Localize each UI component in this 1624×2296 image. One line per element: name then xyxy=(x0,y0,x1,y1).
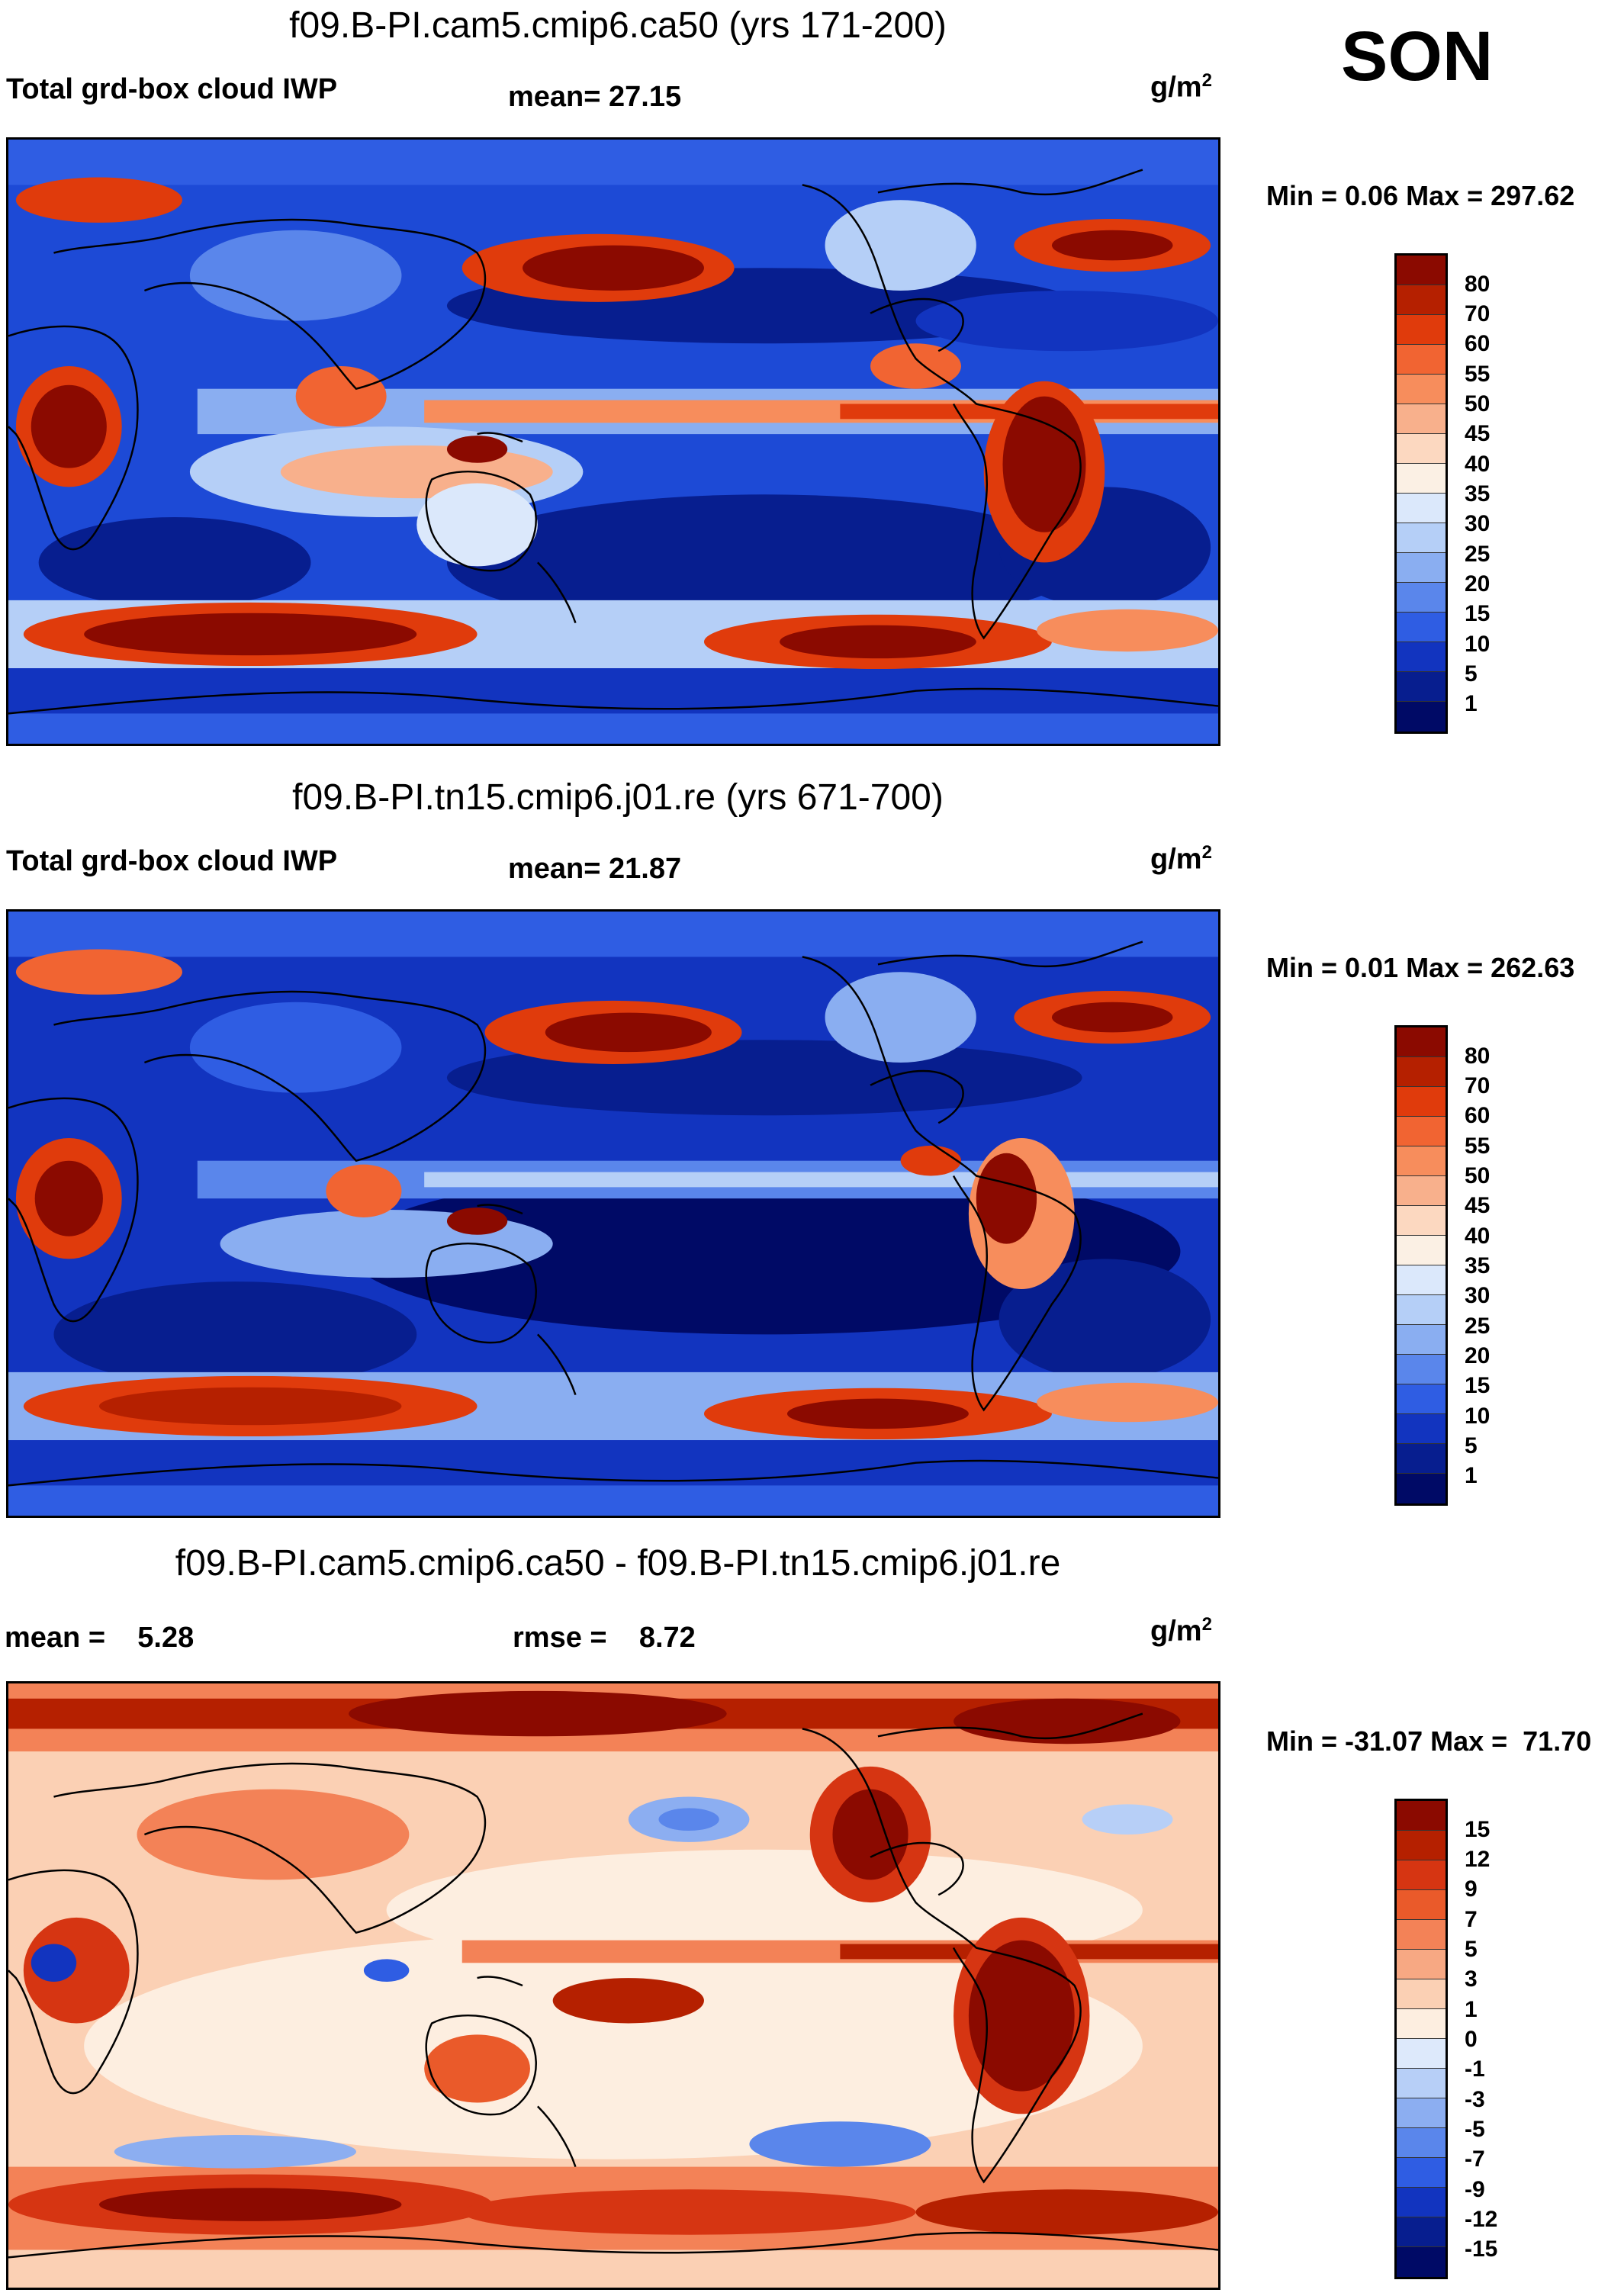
colorbar-tick: 25 xyxy=(1465,542,1491,567)
colorbar-tick: 20 xyxy=(1465,1343,1491,1368)
panel3-title: f09.B-PI.cam5.cmip6.ca50 - f09.B-PI.tn15… xyxy=(175,1543,1061,1584)
colorbar-tick: 80 xyxy=(1465,272,1491,297)
panel2-title: f09.B-PI.tn15.cmip6.j01.re (yrs 671-700) xyxy=(292,777,944,818)
panel1-minmax: Min = 0.06 Max = 297.62 xyxy=(1266,180,1575,211)
panel3-rmse-label: rmse = 8.72 xyxy=(513,1622,696,1654)
panel1-colorbar xyxy=(1394,253,1448,734)
colorbar-tick: 50 xyxy=(1465,1163,1491,1188)
panel1-units: g/m2 xyxy=(1150,70,1212,104)
panel3-mean-label: mean = 5.28 xyxy=(5,1622,195,1654)
colorbar-tick: 40 xyxy=(1465,452,1491,477)
colorbar-tick: 35 xyxy=(1465,481,1491,506)
colorbar-tick: 12 xyxy=(1465,1847,1491,1872)
colorbar-tick: 0 xyxy=(1465,2027,1478,2052)
colorbar-tick: -9 xyxy=(1465,2177,1485,2202)
colorbar-tick: 60 xyxy=(1465,331,1491,356)
colorbar-tick: 1 xyxy=(1465,1463,1478,1488)
colorbar-tick: 5 xyxy=(1465,1433,1478,1458)
panel3-map xyxy=(6,1681,1220,2290)
colorbar-tick: -7 xyxy=(1465,2146,1485,2172)
colorbar-tick: 30 xyxy=(1465,1283,1491,1308)
colorbar-tick: 35 xyxy=(1465,1253,1491,1278)
panel1-map xyxy=(6,137,1220,746)
colorbar-tick: 20 xyxy=(1465,571,1491,597)
panel2-variable-label: Total grd-box cloud IWP xyxy=(6,845,338,877)
colorbar-tick: 25 xyxy=(1465,1314,1491,1339)
colorbar-tick: 9 xyxy=(1465,1876,1478,1902)
panel2-mean-label: mean= 21.87 xyxy=(508,853,682,885)
panel3-colorbar xyxy=(1394,1799,1448,2279)
season-label: SON xyxy=(1341,18,1494,95)
panel2-units: g/m2 xyxy=(1150,842,1212,876)
colorbar-tick: 15 xyxy=(1465,1373,1491,1398)
colorbar-tick: 10 xyxy=(1465,1404,1491,1429)
colorbar-tick: 1 xyxy=(1465,691,1478,716)
colorbar-tick: 55 xyxy=(1465,1134,1491,1159)
colorbar-tick: 70 xyxy=(1465,1073,1491,1098)
colorbar-tick: 80 xyxy=(1465,1043,1491,1069)
colorbar-tick: 10 xyxy=(1465,632,1491,657)
colorbar-tick: 3 xyxy=(1465,1966,1478,1992)
colorbar-tick: 15 xyxy=(1465,601,1491,626)
colorbar-tick: 45 xyxy=(1465,1193,1491,1218)
panel1-title: f09.B-PI.cam5.cmip6.ca50 (yrs 171-200) xyxy=(289,5,947,46)
colorbar-tick: 60 xyxy=(1465,1103,1491,1128)
colorbar-tick: 1 xyxy=(1465,1997,1478,2022)
colorbar-tick: 40 xyxy=(1465,1224,1491,1249)
panel2-map xyxy=(6,909,1220,1518)
panel3-minmax: Min = -31.07 Max = 71.70 xyxy=(1266,1725,1592,1757)
panel3-units: g/m2 xyxy=(1150,1614,1212,1648)
colorbar-tick: 5 xyxy=(1465,1937,1478,1962)
colorbar-tick: 45 xyxy=(1465,421,1491,446)
panel1-variable-label: Total grd-box cloud IWP xyxy=(6,73,338,105)
panel2-colorbar xyxy=(1394,1025,1448,1506)
colorbar-tick: 30 xyxy=(1465,511,1491,536)
colorbar-tick: 5 xyxy=(1465,661,1478,687)
colorbar-tick: 7 xyxy=(1465,1907,1478,1932)
colorbar-tick: -3 xyxy=(1465,2087,1485,2112)
colorbar-tick: -12 xyxy=(1465,2207,1498,2232)
panel2-minmax: Min = 0.01 Max = 262.63 xyxy=(1266,952,1575,983)
colorbar-tick: -15 xyxy=(1465,2237,1498,2262)
colorbar-tick: 50 xyxy=(1465,391,1491,416)
colorbar-tick: 15 xyxy=(1465,1817,1491,1842)
colorbar-tick: 70 xyxy=(1465,301,1491,326)
colorbar-tick: -5 xyxy=(1465,2117,1485,2142)
panel1-mean-label: mean= 27.15 xyxy=(508,81,682,113)
colorbar-tick: 55 xyxy=(1465,362,1491,387)
colorbar-tick: -1 xyxy=(1465,2056,1485,2082)
